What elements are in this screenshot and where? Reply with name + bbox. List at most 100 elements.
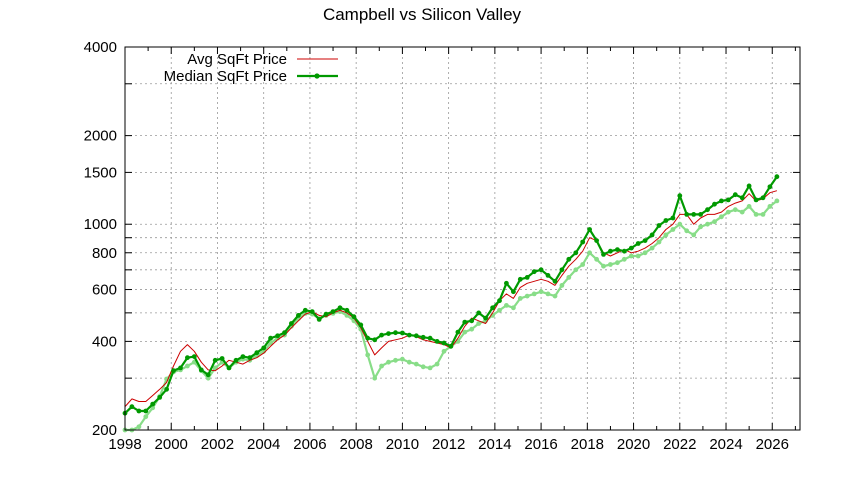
data-point <box>774 174 780 180</box>
data-point <box>441 348 447 354</box>
data-point <box>656 223 662 228</box>
y-tick-label: 600 <box>92 282 117 299</box>
grid <box>124 46 800 431</box>
data-point <box>566 275 572 280</box>
data-point <box>517 276 523 282</box>
data-point <box>462 319 468 325</box>
data-point <box>302 307 308 313</box>
data-point <box>490 305 495 311</box>
data-point <box>483 315 488 321</box>
data-point <box>615 260 620 266</box>
data-point <box>455 329 461 335</box>
data-point <box>379 332 384 338</box>
data-point <box>663 232 669 238</box>
x-tick-label: 2010 <box>386 436 419 453</box>
data-point <box>767 204 773 209</box>
data-point <box>129 404 135 410</box>
data-point <box>171 368 176 374</box>
data-point <box>198 367 204 373</box>
data-point <box>705 221 710 227</box>
data-point <box>719 198 724 204</box>
data-point <box>545 291 551 297</box>
data-point <box>434 361 440 367</box>
data-point <box>608 262 613 267</box>
data-point <box>143 414 149 420</box>
data-point <box>386 359 391 365</box>
data-point <box>448 343 454 349</box>
data-point <box>337 305 343 311</box>
data-point <box>427 335 433 341</box>
x-tick-label: 2004 <box>247 436 280 453</box>
data-point <box>504 280 509 286</box>
y-tick-label: 1000 <box>84 216 117 233</box>
data-point <box>725 209 731 215</box>
data-point <box>185 355 190 361</box>
data-point <box>205 375 211 381</box>
data-point <box>476 310 482 316</box>
data-point <box>441 340 447 346</box>
data-point <box>511 289 516 295</box>
data-point <box>524 293 530 299</box>
chart-title: Campbell vs Silicon Valley <box>323 5 522 24</box>
data-point <box>552 293 558 299</box>
data-point <box>191 354 197 359</box>
data-point <box>240 354 246 359</box>
x-tick-label: 2022 <box>663 436 696 453</box>
data-point <box>289 321 294 326</box>
data-point <box>601 252 606 257</box>
data-point <box>594 256 599 262</box>
data-point <box>573 267 579 273</box>
x-tick-label: 2014 <box>478 436 511 453</box>
plot-frame <box>124 46 801 431</box>
x-tick-label: 2008 <box>339 436 372 453</box>
y-tick-label: 800 <box>92 245 117 262</box>
data-point <box>767 184 773 190</box>
data-point <box>268 340 273 346</box>
data-point <box>621 248 627 254</box>
data-point <box>393 330 398 336</box>
data-point <box>476 321 482 326</box>
data-point <box>739 209 745 215</box>
x-tick-label: 2016 <box>524 436 557 453</box>
data-point <box>684 228 690 234</box>
data-point <box>517 296 523 301</box>
data-point <box>587 250 592 256</box>
data-point <box>545 273 551 278</box>
legend-label: Avg SqFt Price <box>187 51 287 68</box>
data-point <box>469 318 475 324</box>
data-point <box>753 197 759 203</box>
data-point <box>504 303 509 308</box>
data-point <box>309 309 315 314</box>
data-point <box>691 232 697 238</box>
data-point <box>511 305 516 311</box>
data-point <box>712 219 717 225</box>
data-point <box>615 247 620 253</box>
data-point <box>178 365 183 371</box>
data-point <box>185 363 190 369</box>
data-point <box>143 408 149 414</box>
series-line <box>124 176 778 415</box>
data-point <box>725 197 731 203</box>
x-tick-label: 2000 <box>155 436 188 453</box>
data-point <box>705 207 710 213</box>
data-point <box>538 289 544 295</box>
legend-marker <box>314 73 320 79</box>
data-point <box>136 408 142 414</box>
data-point <box>531 291 537 297</box>
data-point <box>628 253 634 259</box>
data-point <box>212 357 218 363</box>
x-tick-label: 2020 <box>617 436 650 453</box>
series-line <box>125 200 778 432</box>
data-point <box>427 365 433 371</box>
data-point <box>212 365 218 371</box>
data-point <box>712 201 717 207</box>
y-tick-label: 400 <box>92 333 117 350</box>
data-point <box>358 322 364 328</box>
data-point <box>580 239 586 245</box>
data-point <box>157 395 163 400</box>
data-point <box>573 250 579 256</box>
series-2 <box>122 198 780 433</box>
data-point <box>254 350 260 356</box>
